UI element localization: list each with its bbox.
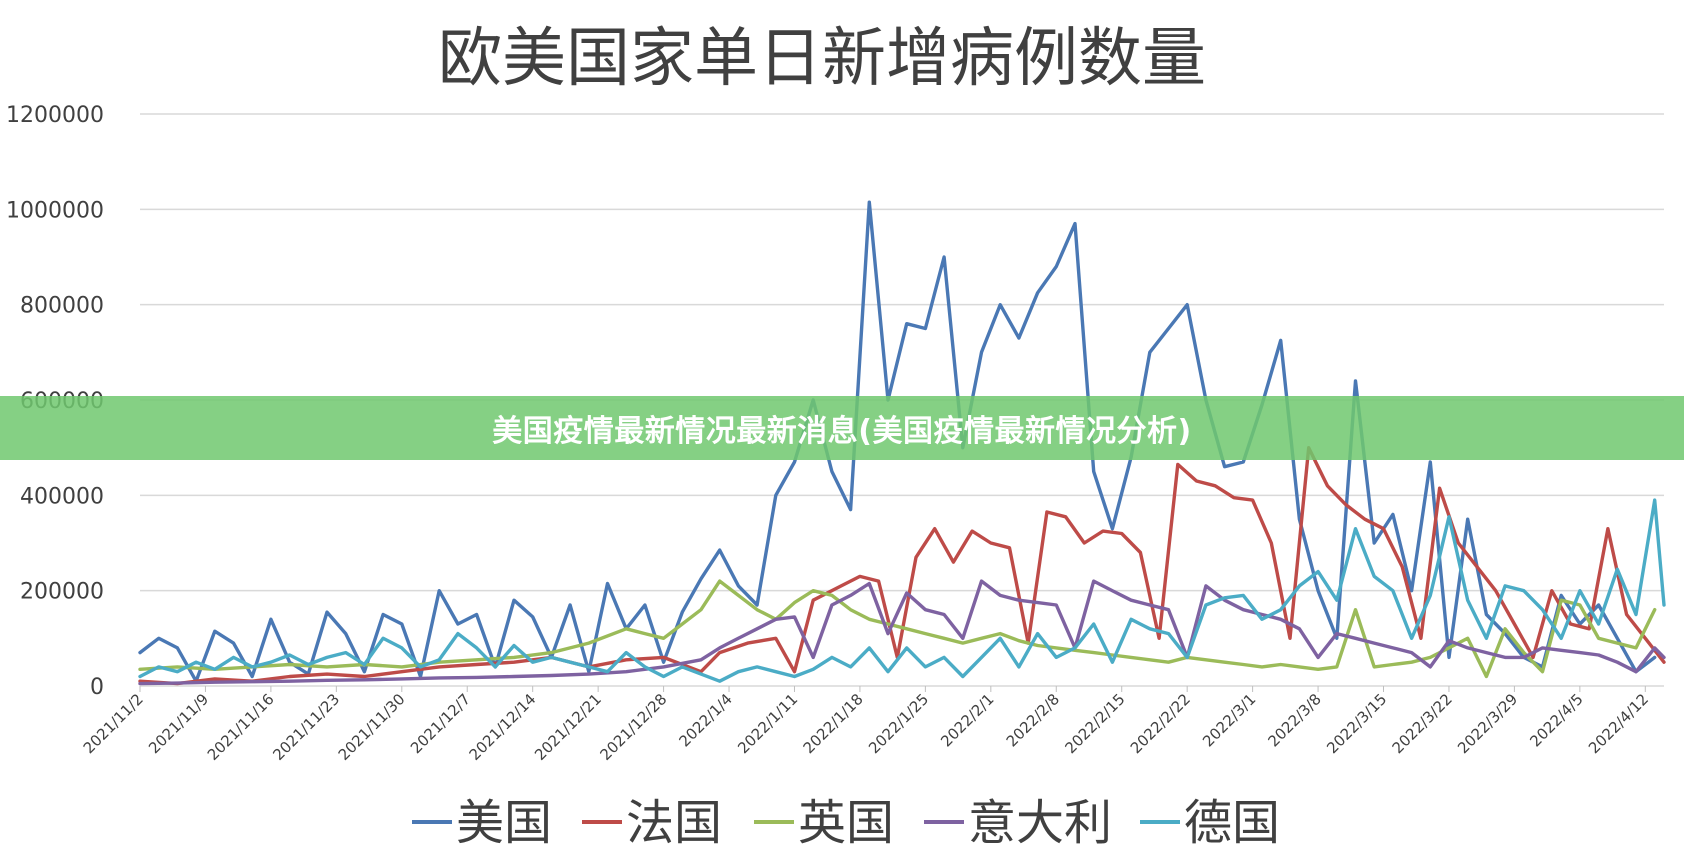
x-tick-label: 2022/2/15 [1061, 690, 1128, 757]
y-tick-label: 1200000 [6, 103, 104, 128]
y-tick-label: 400000 [20, 484, 104, 509]
legend-label: 法国 [626, 795, 722, 851]
x-tick-label: 2022/1/4 [675, 690, 735, 750]
series-lines [138, 200, 1666, 686]
chart-title: 欧美国家单日新增病例数量 [438, 22, 1206, 96]
series-line-法国 [138, 446, 1666, 686]
x-tick-label: 2022/3/29 [1454, 690, 1521, 757]
y-tick-label: 800000 [20, 294, 104, 319]
x-tick-label: 2021/12/14 [466, 690, 540, 764]
y-axis-ticks: 020000040000060000080000010000001200000 [6, 103, 104, 700]
x-tick-label: 2022/1/25 [865, 690, 932, 757]
x-tick-label: 2022/3/1 [1199, 690, 1259, 750]
x-tick-label: 2022/2/8 [1003, 690, 1063, 750]
x-tick-label: 2021/12/28 [597, 690, 671, 764]
series-line-德国 [138, 498, 1666, 683]
x-tick-label: 2021/12/21 [531, 690, 605, 764]
x-tick-label: 2021/11/2 [80, 690, 147, 757]
x-tick-label: 2022/2/22 [1127, 690, 1194, 757]
x-tick-label: 2022/3/8 [1265, 690, 1325, 750]
headline-text: 美国疫情最新情况最新消息(美国疫情最新情况分析) [492, 414, 1192, 449]
x-tick-label: 2022/1/11 [734, 690, 801, 757]
series-line-意大利 [138, 579, 1666, 686]
x-tick-label: 2021/11/23 [269, 690, 343, 764]
legend-label: 英国 [798, 795, 894, 851]
x-tick-label: 2022/4/5 [1526, 690, 1586, 750]
y-tick-label: 200000 [20, 580, 104, 605]
series-line-美国 [138, 200, 1657, 683]
legend: 美国 法国 英国 意大利 德国 [412, 795, 1280, 851]
x-tick-label: 2022/4/12 [1585, 690, 1652, 757]
x-tick-label: 2021/11/9 [145, 690, 212, 757]
x-tick-label: 2022/2/1 [937, 690, 997, 750]
legend-label: 美国 [456, 795, 552, 851]
x-tick-label: 2022/3/22 [1389, 690, 1456, 757]
legend-label: 德国 [1184, 795, 1280, 851]
x-tick-label: 2021/11/30 [335, 690, 409, 764]
y-tick-label: 0 [90, 675, 104, 700]
x-tick-label: 2022/1/18 [800, 690, 867, 757]
headline-banner: 美国疫情最新情况最新消息(美国疫情最新情况分析) [0, 396, 1684, 460]
x-tick-label: 2022/3/15 [1323, 690, 1390, 757]
legend-label: 意大利 [968, 795, 1112, 851]
x-tick-label: 2021/12/7 [407, 690, 474, 757]
x-tick-label: 2021/11/16 [204, 690, 278, 764]
x-axis-ticks: 2021/11/22021/11/92021/11/162021/11/2320… [80, 686, 1652, 764]
y-tick-label: 1000000 [6, 198, 104, 223]
